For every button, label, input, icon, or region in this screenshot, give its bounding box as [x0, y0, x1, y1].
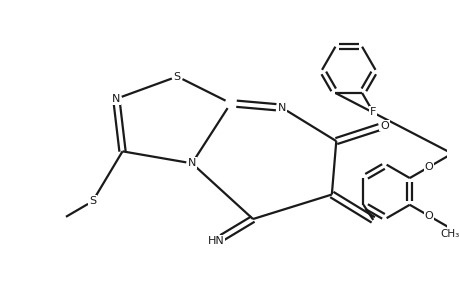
Text: CH₃: CH₃ — [440, 229, 459, 239]
Text: N: N — [277, 103, 285, 113]
Text: O: O — [379, 121, 388, 130]
Text: N: N — [187, 158, 196, 168]
Text: S: S — [89, 196, 96, 206]
Text: N: N — [112, 94, 120, 104]
Text: O: O — [424, 162, 432, 172]
Text: O: O — [424, 211, 432, 221]
Text: F: F — [369, 107, 375, 117]
Text: S: S — [174, 71, 180, 82]
Text: HN: HN — [207, 236, 224, 246]
